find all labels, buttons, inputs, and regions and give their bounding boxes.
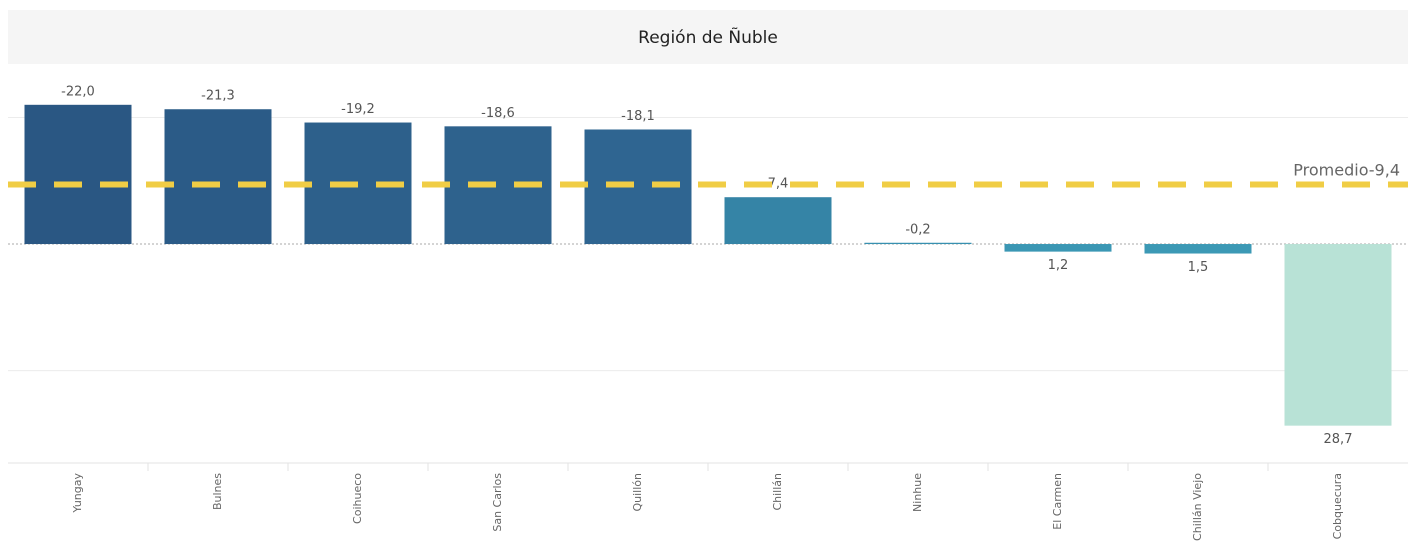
value-label: 28,7 (1324, 432, 1353, 447)
bar (24, 104, 132, 245)
value-label: -19,2 (341, 102, 375, 117)
value-label: -18,1 (621, 109, 655, 124)
bar (724, 197, 832, 245)
value-label: 1,5 (1188, 260, 1209, 275)
bar (1004, 244, 1112, 252)
reference-label: Promedio-9,4 (1293, 160, 1400, 179)
chart-title: Región de Ñuble (638, 26, 778, 48)
reference-label-value: -9,4 (1369, 160, 1400, 179)
title-bar (8, 10, 1408, 64)
x-tick-label: Chillán Viejo (1191, 473, 1204, 541)
value-label: -0,2 (905, 222, 930, 237)
bar (1284, 244, 1392, 426)
x-tick-label: Yungay (71, 473, 84, 514)
bar (164, 109, 272, 245)
value-label: -22,0 (61, 84, 95, 99)
value-label: -18,6 (481, 106, 515, 121)
x-tick-label: Coihueco (351, 473, 364, 524)
x-tick-label: San Carlos (491, 473, 504, 532)
bar (1144, 244, 1252, 254)
x-tick-label: Cobquecura (1331, 473, 1344, 539)
value-label: -21,3 (201, 89, 235, 104)
reference-label-name: Promedio (1293, 160, 1369, 179)
bar (864, 242, 972, 245)
x-tick-label: El Carmen (1051, 473, 1064, 530)
x-tick-label: Quillón (631, 473, 644, 512)
x-tick-label: Chillán (771, 473, 784, 511)
value-label: 1,2 (1048, 258, 1069, 273)
x-tick-label: Ninhue (911, 473, 924, 512)
value-label: 7,4 (768, 177, 789, 192)
x-tick-label: Bulnes (211, 473, 224, 510)
